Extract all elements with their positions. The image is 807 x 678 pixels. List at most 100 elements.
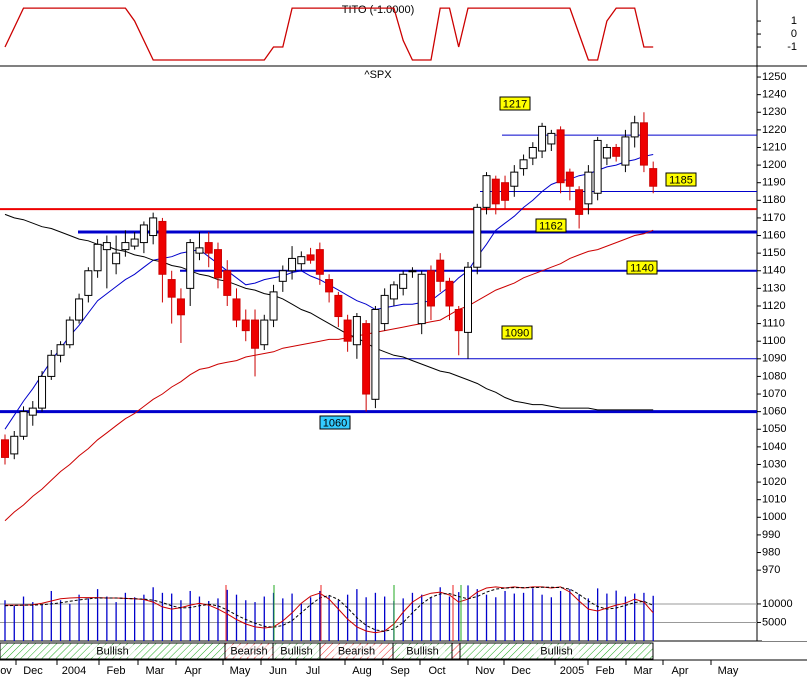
- y-tick-label: 1170: [762, 212, 786, 224]
- y-tick-label: 1090: [762, 353, 786, 365]
- candle-body: [612, 146, 621, 157]
- signal-label: Bullish: [406, 645, 438, 657]
- candle-body: [547, 132, 556, 145]
- x-tick-label: Dec: [23, 665, 43, 677]
- candle-body: [464, 266, 472, 333]
- candle-body: [399, 273, 408, 289]
- signal-label: Bullish: [96, 645, 128, 657]
- candle-body: [473, 206, 482, 268]
- candle-body: [186, 242, 195, 289]
- x-tick-label: Dec: [511, 665, 531, 677]
- x-tick-label: Apr: [671, 665, 688, 677]
- candle-body: [47, 354, 56, 377]
- signal-label: Bearish: [338, 645, 375, 657]
- level-label-box: [501, 325, 533, 340]
- y-tick-label: 1120: [762, 300, 786, 312]
- x-tick-label: May: [718, 665, 739, 677]
- candle-body: [593, 139, 602, 194]
- level-label-box: [665, 172, 697, 187]
- candle-body: [380, 294, 389, 325]
- candle-body: [584, 171, 593, 205]
- y-tick-label: 1100: [762, 335, 786, 347]
- x-tick-label: 2004: [62, 665, 86, 677]
- candle-body: [621, 136, 630, 166]
- panel-title: TITO (-1.0000): [342, 4, 415, 16]
- candle-body: [389, 284, 398, 300]
- level-label-box: [626, 260, 658, 275]
- candle-body: [482, 175, 491, 208]
- signal-label-bg: [273, 645, 320, 657]
- candle-body: [491, 178, 500, 205]
- x-tick-label: Jun: [269, 665, 287, 677]
- x-tick-label: Jul: [306, 665, 320, 677]
- candle-body: [167, 279, 176, 298]
- candle-body: [362, 323, 371, 395]
- x-tick-label: Aug: [352, 665, 372, 677]
- y-tick-label: 10000: [762, 598, 793, 610]
- y-tick-label: 1030: [762, 458, 786, 470]
- y-tick-label: 980: [762, 546, 780, 558]
- candle-body: [325, 279, 334, 293]
- candle-body: [426, 270, 435, 307]
- level-label-box: [319, 415, 351, 430]
- candle-body: [241, 319, 250, 332]
- candle-body: [538, 125, 547, 152]
- candle-body: [269, 291, 278, 321]
- candle-body: [445, 280, 454, 307]
- x-tick-label: Feb: [596, 665, 615, 677]
- y-tick-label: 1: [791, 15, 797, 27]
- x-tick-label: Feb: [107, 665, 126, 677]
- y-tick-label: 1180: [762, 194, 786, 206]
- x-tick-label: Mar: [146, 665, 165, 677]
- y-tick-label: 1140: [762, 265, 786, 277]
- y-tick-label: 1020: [762, 476, 786, 488]
- candle-body: [417, 273, 426, 325]
- x-tick-label: 2005: [560, 665, 584, 677]
- y-tick-label: 1050: [762, 423, 786, 435]
- oscillator-line: [5, 586, 654, 634]
- candle-body: [65, 319, 74, 346]
- panel-title: ^SPX: [364, 69, 392, 81]
- candle-body: [84, 270, 93, 296]
- candle-body: [306, 254, 315, 261]
- candle-body: [1, 439, 9, 458]
- y-tick-label: 1110: [762, 317, 785, 329]
- candle-body: [575, 189, 584, 215]
- candle-body: [371, 308, 380, 400]
- y-tick-label: 1220: [762, 124, 786, 136]
- y-tick-label: 5000: [762, 616, 786, 628]
- x-tick-label: Oct: [428, 665, 445, 677]
- x-tick-label: Nov: [475, 665, 495, 677]
- x-tick-label: Apr: [184, 665, 201, 677]
- candle-body: [352, 316, 361, 346]
- y-tick-label: 1200: [762, 159, 786, 171]
- x-tick-label: Sep: [390, 665, 410, 677]
- signal-label: Bullish: [540, 645, 572, 657]
- y-tick-label: 1060: [762, 406, 786, 418]
- level-label: 1162: [539, 220, 563, 232]
- x-tick-label: ov: [0, 665, 12, 677]
- candle-body: [510, 171, 519, 187]
- signal-label-bg: [399, 645, 446, 657]
- y-tick-label: 1070: [762, 388, 786, 400]
- candle-body: [528, 146, 537, 159]
- candle-body: [278, 270, 287, 282]
- axis-box: [762, 632, 807, 641]
- candle-body: [519, 159, 528, 170]
- y-tick-label: 1240: [762, 89, 786, 101]
- oscillator-line: [4, 586, 654, 632]
- y-tick-label: 1080: [762, 370, 786, 382]
- level-label: 1140: [630, 262, 654, 274]
- level-label: 1090: [505, 327, 529, 339]
- y-tick-label: 0: [791, 28, 797, 40]
- candle-body: [56, 344, 65, 356]
- candle-body: [130, 238, 139, 247]
- y-tick-label: 1250: [762, 71, 786, 83]
- candle-body: [288, 257, 297, 272]
- candle-body: [334, 294, 343, 318]
- candle-body: [630, 122, 639, 138]
- signal-label-bg: [333, 645, 380, 657]
- signal-label-bg: [533, 645, 580, 657]
